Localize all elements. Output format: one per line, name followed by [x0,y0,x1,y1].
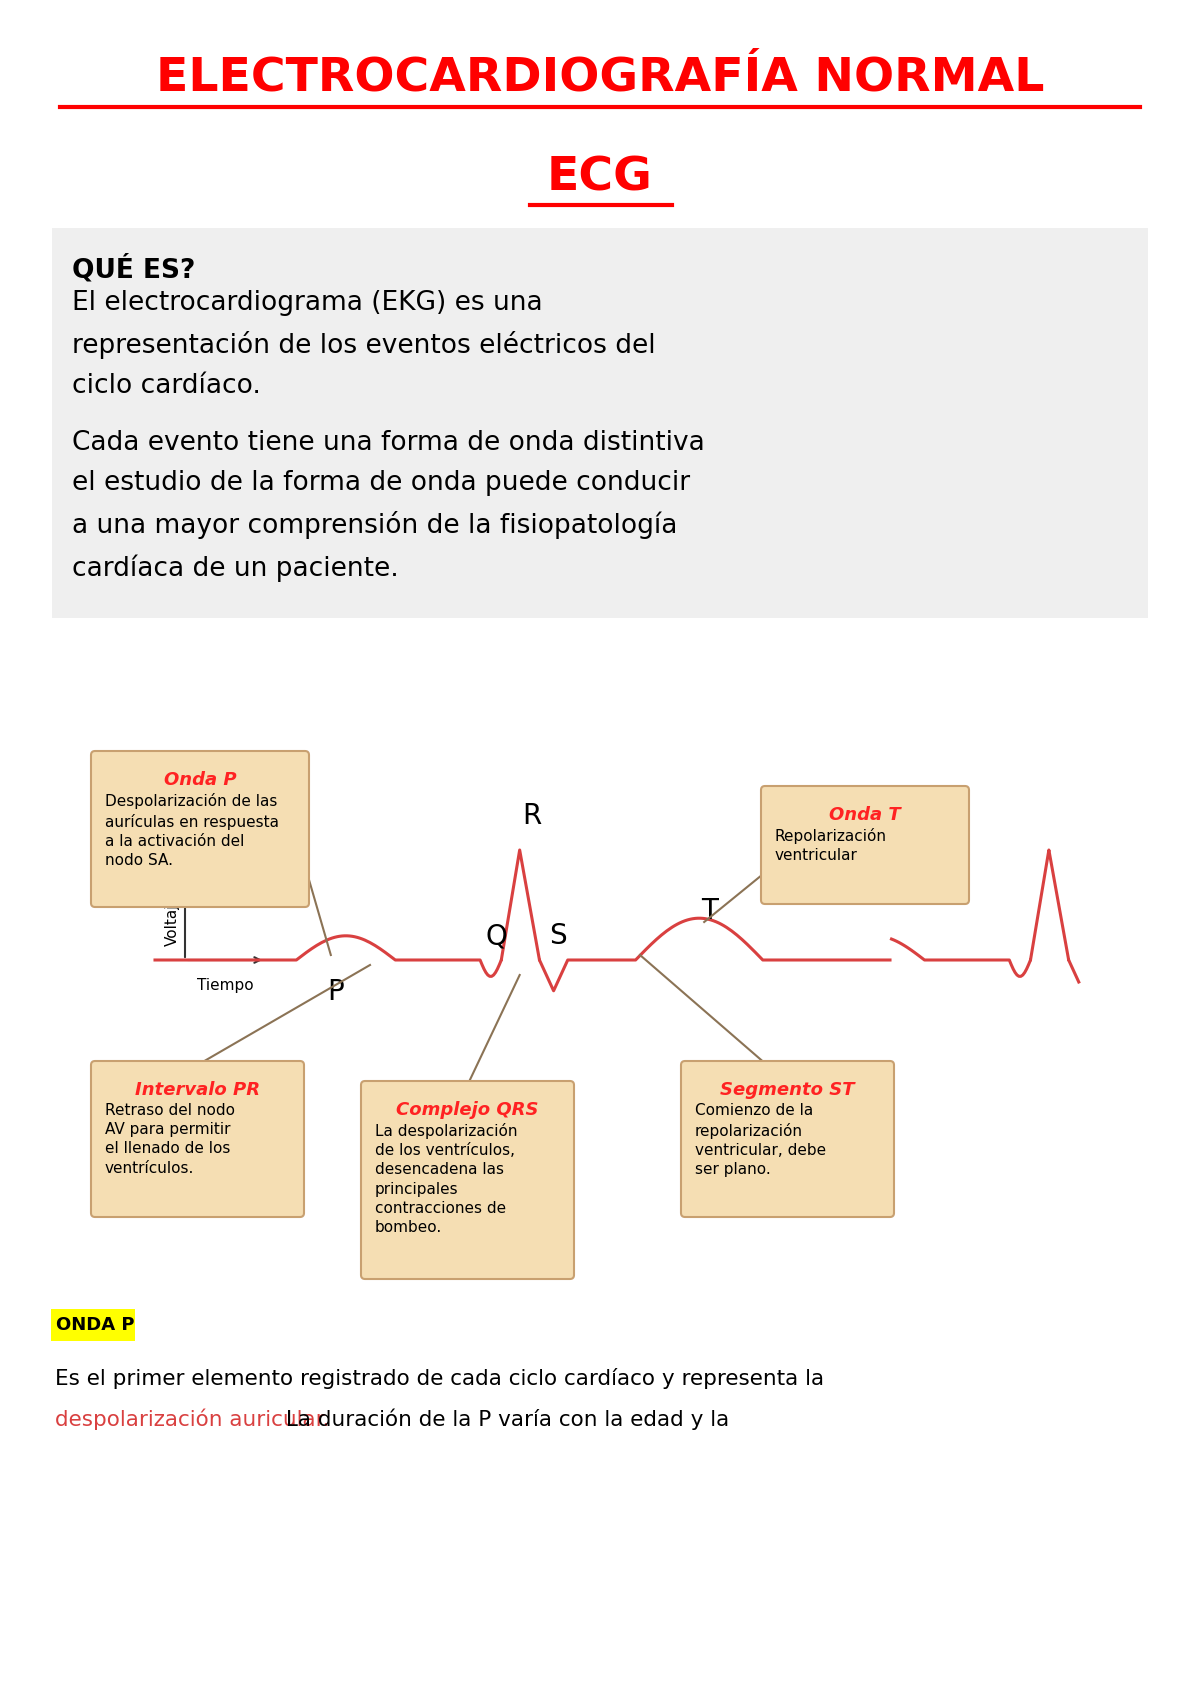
Text: Onda T: Onda T [829,806,901,825]
Text: ECG: ECG [547,156,653,200]
Text: T: T [701,898,718,925]
Text: ONDA P: ONDA P [56,1315,134,1334]
Text: Repolarización
ventricular: Repolarización ventricular [775,828,887,864]
FancyBboxPatch shape [50,1308,134,1341]
Text: La despolarización
de los ventrículos,
desencadena las
principales
contracciones: La despolarización de los ventrículos, d… [374,1123,517,1235]
Text: QUÉ ES?: QUÉ ES? [72,255,196,283]
Text: El electrocardiograma (EKG) es una
representación de los eventos eléctricos del
: El electrocardiograma (EKG) es una repre… [72,290,655,399]
FancyBboxPatch shape [91,752,310,906]
Text: Comienzo de la
repolarización
ventricular, debe
ser plano.: Comienzo de la repolarización ventricula… [695,1103,826,1178]
FancyBboxPatch shape [52,227,1148,618]
Text: ELECTROCARDIOGRAFÍA NORMAL: ELECTROCARDIOGRAFÍA NORMAL [156,56,1044,100]
FancyBboxPatch shape [761,786,970,905]
FancyBboxPatch shape [361,1081,574,1280]
Text: R: R [522,803,541,830]
Text: Despolarización de las
aurículas en respuesta
a la activación del
nodo SA.: Despolarización de las aurículas en resp… [106,792,278,867]
Text: S: S [550,921,566,950]
Text: despolarización auricular.: despolarización auricular. [55,1409,330,1429]
FancyBboxPatch shape [682,1061,894,1217]
Text: Voltaje: Voltaje [166,894,180,945]
Text: Cada evento tiene una forma de onda distintiva
el estudio de la forma de onda pu: Cada evento tiene una forma de onda dist… [72,429,704,582]
Text: Segmento ST: Segmento ST [720,1081,854,1100]
Text: La duración de la P varía con la edad y la: La duración de la P varía con la edad y … [278,1409,728,1429]
FancyBboxPatch shape [91,1061,304,1217]
Text: Retraso del nodo
AV para permitir
el llenado de los
ventrículos.: Retraso del nodo AV para permitir el lle… [106,1103,235,1176]
Text: P: P [328,977,344,1006]
Text: Q: Q [486,921,508,950]
Text: Tiempo: Tiempo [197,977,253,993]
Text: Intervalo PR: Intervalo PR [134,1081,260,1100]
Text: Onda P: Onda P [163,770,236,789]
Text: Complejo QRS: Complejo QRS [396,1101,539,1118]
Text: Es el primer elemento registrado de cada ciclo cardíaco y representa la: Es el primer elemento registrado de cada… [55,1368,824,1390]
